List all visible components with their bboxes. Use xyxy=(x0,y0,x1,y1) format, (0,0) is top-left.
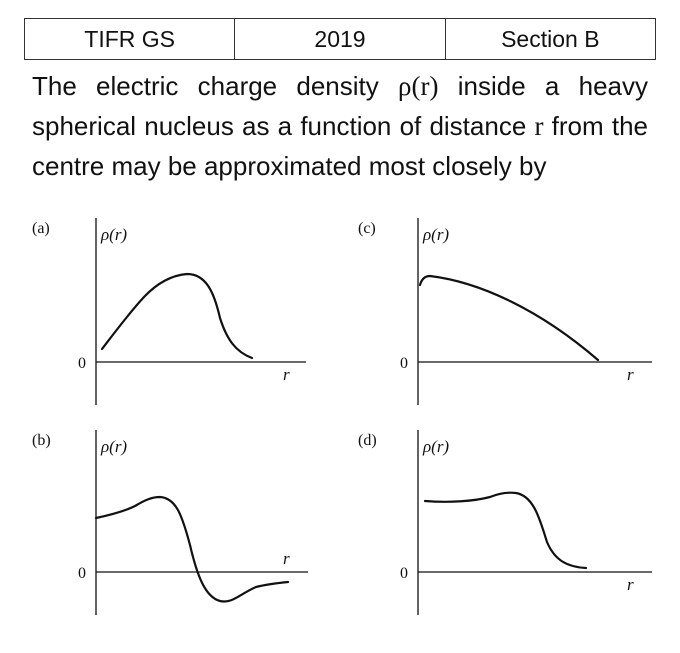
plot-b-y-label: ρ(r) xyxy=(100,437,127,456)
plot-c-curve xyxy=(418,274,600,362)
plot-c-x-label: r xyxy=(627,365,634,384)
plot-c: (c) ρ(r) r 0 xyxy=(358,218,652,405)
header-source: TIFR GS xyxy=(25,19,236,59)
plot-d-label: (d) xyxy=(358,432,377,449)
question-rho: ρ(r) xyxy=(398,71,439,101)
plot-a: (a) ρ(r) r 0 xyxy=(32,218,306,405)
plot-c-y-label: ρ(r) xyxy=(422,225,449,244)
plot-b-zero-label: 0 xyxy=(78,565,86,582)
header-year: 2019 xyxy=(235,19,446,59)
plot-a-x-label: r xyxy=(283,365,290,384)
question-part1: The electric charge density xyxy=(32,71,399,101)
plot-b: (b) ρ(r) r 0 xyxy=(32,430,308,615)
plot-a-zero-label: 0 xyxy=(78,355,86,372)
header-table: TIFR GS 2019 Section B xyxy=(24,18,656,60)
plot-d-y-label: ρ(r) xyxy=(422,437,449,456)
plot-a-label: (a) xyxy=(32,220,50,237)
plot-d: (d) ρ(r) r 0 xyxy=(358,430,652,615)
plot-b-curve xyxy=(94,495,290,603)
plot-a-curve xyxy=(100,272,254,360)
plot-b-label: (b) xyxy=(32,432,51,449)
plot-d-zero-label: 0 xyxy=(400,565,408,582)
plot-a-y-label: ρ(r) xyxy=(100,225,127,244)
question-text: The electric charge density ρ(r) inside … xyxy=(32,66,648,186)
plot-d-curve xyxy=(423,491,588,570)
question-part3: from the centre may be approximated most… xyxy=(32,111,648,181)
plot-c-zero-label: 0 xyxy=(400,355,408,372)
question-part2: inside a heavy spherical nucleus as a fu… xyxy=(32,71,648,141)
plot-d-x-label: r xyxy=(627,575,634,594)
header-section: Section B xyxy=(501,25,600,52)
plot-b-x-label: r xyxy=(283,549,290,568)
plot-c-label: (c) xyxy=(358,220,376,237)
question-r: r xyxy=(534,111,544,141)
